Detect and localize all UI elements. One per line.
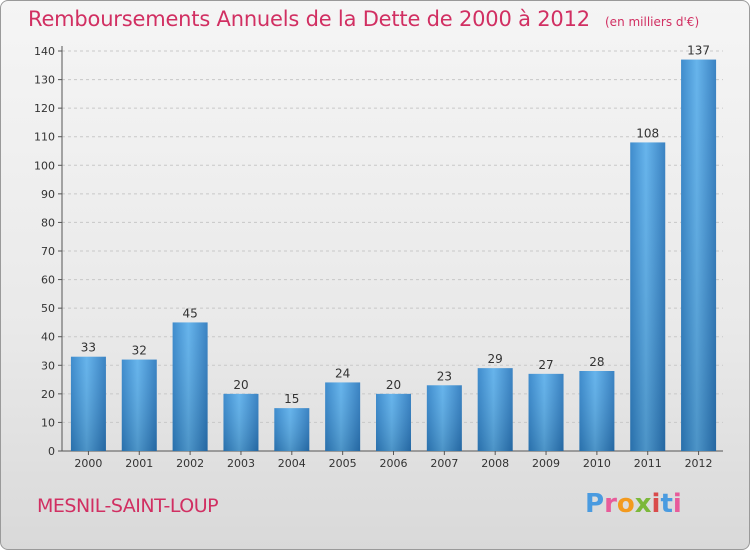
logo-letter: i: [672, 489, 682, 519]
value-label-2012: 137: [687, 44, 710, 58]
proxiti-logo: Proxiti: [585, 489, 682, 519]
x-tick-label-2002: 2002: [176, 457, 204, 470]
logo-letter: i: [651, 489, 661, 519]
bar-shade-2006: [376, 393, 411, 451]
y-tick-label: 90: [41, 188, 55, 201]
city-name: MESNIL-SAINT-LOUP: [37, 495, 219, 517]
logo-letter: o: [616, 489, 635, 519]
value-label-2007: 23: [437, 369, 452, 383]
value-label-2001: 32: [132, 344, 147, 358]
bar-shade-2011: [630, 142, 666, 451]
y-tick-label: 40: [41, 331, 55, 344]
bar-shade-2012: [681, 59, 717, 451]
value-label-2005: 24: [335, 366, 350, 380]
x-tick-label-2012: 2012: [685, 457, 713, 470]
axis-layer: 0 10 20 30 40 50 60 70 80 90 100 110 120 130 140 2000 20…: [34, 45, 723, 470]
value-label-2011: 108: [636, 126, 659, 140]
grid-layer: [62, 50, 723, 423]
bar-layer: 33 32 45 20 15 24 20 23 29 27 28 108 137: [70, 44, 717, 451]
x-tick-label-2011: 2011: [634, 457, 662, 470]
x-tick-label-2000: 2000: [74, 457, 102, 470]
y-tick-label: 20: [41, 388, 55, 401]
logo-letter: r: [604, 489, 617, 519]
value-label-2009: 27: [538, 358, 553, 372]
y-tick-label: 50: [41, 302, 55, 315]
y-tick-label: 130: [34, 74, 55, 87]
value-label-2000: 33: [81, 341, 96, 355]
x-tick-label-2009: 2009: [532, 457, 560, 470]
value-label-2008: 29: [488, 352, 503, 366]
bar-shade-2009: [528, 373, 564, 451]
y-tick-label: 100: [34, 159, 55, 172]
y-tick-label: 30: [41, 359, 55, 372]
bar-shade-2008: [477, 368, 513, 451]
y-tick-label: 110: [34, 131, 55, 144]
chart-unit-label: (en milliers d'€): [605, 15, 700, 29]
chart-title-block: Remboursements Annuels de la Dette de 20…: [28, 7, 699, 31]
bar-shade-2003: [223, 393, 259, 451]
bar-shade-2001: [121, 359, 157, 451]
y-tick-label: 120: [34, 102, 55, 115]
x-tick-label-2010: 2010: [583, 457, 611, 470]
x-tick-label-2008: 2008: [481, 457, 509, 470]
x-tick-label-2004: 2004: [278, 457, 306, 470]
x-tick-label-2007: 2007: [430, 457, 458, 470]
bar-shade-2000: [70, 356, 106, 451]
logo-letter: t: [660, 489, 673, 519]
y-tick-label: 70: [41, 245, 55, 258]
y-tick-label: 60: [41, 274, 55, 287]
y-tick-label: 80: [41, 216, 55, 229]
logo-letter: x: [634, 489, 652, 519]
y-tick-label: 140: [34, 45, 55, 58]
bar-shade-2010: [579, 371, 615, 451]
value-label-2010: 28: [589, 355, 604, 369]
logo-letter: P: [585, 489, 605, 519]
y-tick-label: 0: [48, 445, 55, 458]
y-tick-label: 10: [41, 416, 55, 429]
value-label-2004: 15: [284, 392, 299, 406]
value-label-2003: 20: [233, 378, 248, 392]
bar-shade-2007: [426, 385, 462, 451]
bar-shade-2004: [274, 408, 310, 451]
x-tick-label-2001: 2001: [125, 457, 153, 470]
x-tick-label-2005: 2005: [329, 457, 357, 470]
x-tick-label-2006: 2006: [380, 457, 408, 470]
chart-title: Remboursements Annuels de la Dette de 20…: [28, 7, 590, 31]
value-label-2006: 20: [386, 378, 401, 392]
bar-shade-2005: [325, 382, 361, 451]
value-label-2002: 45: [182, 306, 197, 320]
bar-shade-2002: [172, 322, 208, 451]
x-tick-label-2003: 2003: [227, 457, 255, 470]
